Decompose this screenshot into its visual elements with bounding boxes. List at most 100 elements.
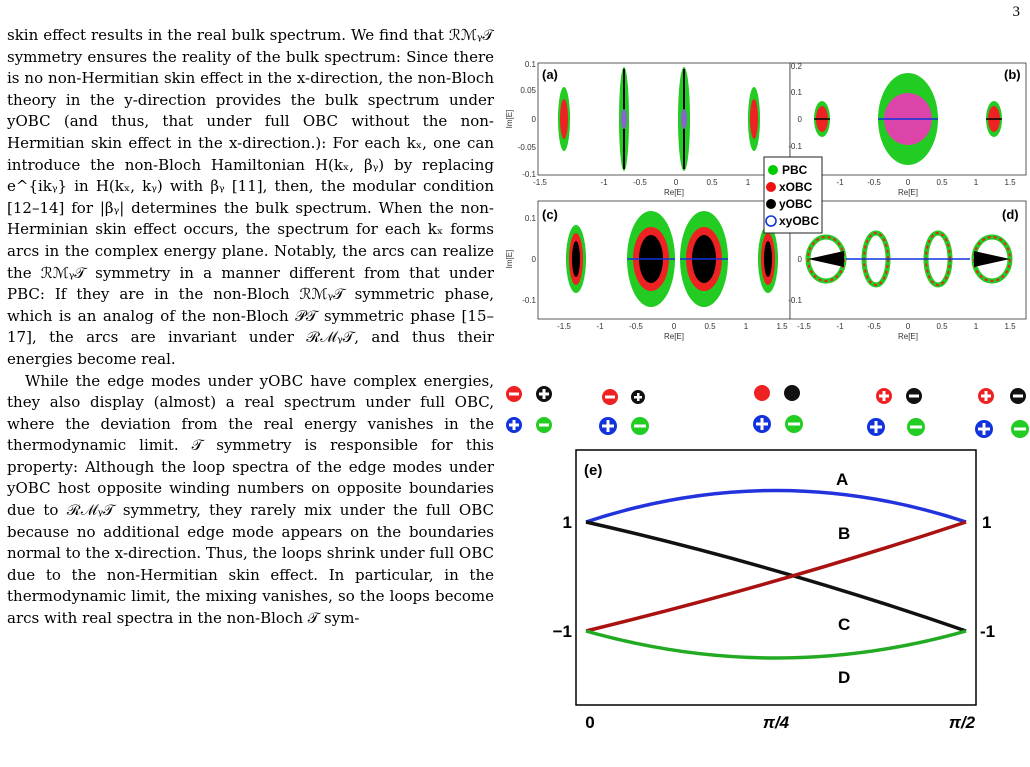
legend-marker-xyobc bbox=[765, 215, 777, 227]
legend: PBC xOBC yOBC xyOBC bbox=[763, 156, 823, 234]
panel-a-spectrum bbox=[558, 67, 760, 171]
a-xtick-4: 0 bbox=[674, 178, 679, 187]
band-A-label: A bbox=[836, 470, 848, 489]
panel-b-spectrum bbox=[814, 73, 1002, 165]
d-ytick-3: -0.1 bbox=[788, 296, 802, 305]
body-paragraph-1: skin effect results in the real bulk spe… bbox=[7, 26, 494, 368]
panel-c: (c) 0.1 0 -0.1 Im[E] -1.5 -1 -0.5 0 0.5 … bbox=[505, 200, 791, 341]
b-xtick-2: -0.5 bbox=[867, 178, 881, 187]
legend-label-pbc: PBC bbox=[782, 163, 808, 177]
charge-plus-blue-3 bbox=[753, 415, 771, 433]
b-ytick-2: 0.1 bbox=[791, 88, 803, 97]
b-xlabel: Re[E] bbox=[898, 188, 918, 197]
panel-e: (e) A B C D 1 −1 1 -1 0 π/4 π/2 bbox=[553, 449, 995, 732]
charge-plus-red-5 bbox=[978, 388, 994, 404]
panel-d: (d) 0.1 0 -0.1 -1.5 -1 -0.5 0 0.5 1 1.5 … bbox=[788, 200, 1027, 341]
a-xtick-2: -1 bbox=[600, 178, 608, 187]
a-ytick-2: 0.05 bbox=[520, 86, 536, 95]
panel-d-label: (d) bbox=[1002, 207, 1019, 222]
c-xtick-1: -1.5 bbox=[557, 322, 571, 331]
body-paragraph-2: While the edge modes under yOBC have com… bbox=[7, 371, 494, 628]
charge-minus-red-2 bbox=[602, 389, 618, 405]
legend-marker-yobc bbox=[766, 199, 776, 209]
charge-plus-blue-4 bbox=[867, 418, 885, 436]
b-ytick-1: 0.2 bbox=[791, 62, 803, 71]
c-xtick-6: 1 bbox=[744, 322, 749, 331]
charge-minus-red-1 bbox=[506, 386, 522, 402]
c-xlabel: Re[E] bbox=[664, 332, 684, 341]
charge-minus-green-5 bbox=[1011, 420, 1029, 438]
d-xlabel: Re[E] bbox=[898, 332, 918, 341]
page-number: 3 bbox=[1012, 4, 1021, 20]
b-xtick-3: 0 bbox=[906, 178, 911, 187]
e-ylabel-right-1: 1 bbox=[982, 513, 991, 532]
charge-minus-black-5 bbox=[1010, 388, 1026, 404]
a-xtick-1: -1.5 bbox=[533, 178, 547, 187]
c-xtick-2: -1 bbox=[596, 322, 604, 331]
b-xtick-1: -1 bbox=[836, 178, 844, 187]
c-xtick-4: 0 bbox=[672, 322, 677, 331]
e-ylabel-left-1: 1 bbox=[563, 513, 572, 532]
charge-minus-green-2 bbox=[631, 417, 649, 435]
e-xtick-pi2: π/2 bbox=[949, 713, 976, 732]
figure-svg: (a) 0.1 0.05 0 -0.05 -0.1 Im[E] -1.5 -1 … bbox=[505, 60, 1029, 732]
b-xtick-5: 1 bbox=[974, 178, 979, 187]
d-xtick-2: -1 bbox=[836, 322, 844, 331]
panel-d-spectrum bbox=[805, 230, 1013, 288]
legend-label-yobc: yOBC bbox=[779, 197, 813, 211]
e-xtick-0: 0 bbox=[585, 713, 594, 732]
charge-plus-blue-5 bbox=[975, 420, 993, 438]
panel-a-label: (a) bbox=[542, 67, 558, 82]
c-xtick-5: 0.5 bbox=[704, 322, 716, 331]
c-ylabel: Im[E] bbox=[506, 250, 514, 269]
e-xtick-pi4: π/4 bbox=[763, 713, 790, 732]
a-ytick-5: -0.1 bbox=[522, 170, 536, 179]
a-ytick-1: 0.1 bbox=[525, 60, 537, 69]
band-C-label: C bbox=[838, 615, 850, 634]
band-A-curve bbox=[585, 488, 967, 524]
charge-plus-black-2 bbox=[631, 390, 645, 404]
c-ytick-1: 0.1 bbox=[525, 214, 537, 223]
panel-b: (b) 0.2 0.1 0 -0.1 -1 -0.5 0 0.5 1 1.5 R… bbox=[788, 62, 1027, 197]
figure: (a) 0.1 0.05 0 -0.05 -0.1 Im[E] -1.5 -1 … bbox=[505, 55, 1030, 762]
charge-minus-black-4 bbox=[906, 388, 922, 404]
charge-neutral-black bbox=[784, 385, 800, 401]
d-ytick-2: 0 bbox=[798, 255, 803, 264]
body-text-column: skin effect results in the real bulk spe… bbox=[7, 25, 494, 762]
charge-plus-blue-2 bbox=[599, 417, 617, 435]
charge-plus-blue-1 bbox=[506, 417, 522, 433]
a-xtick-5: 0.5 bbox=[706, 178, 718, 187]
charge-symbols bbox=[506, 385, 1029, 438]
a-ylabel: Im[E] bbox=[506, 110, 514, 129]
panel-a: (a) 0.1 0.05 0 -0.05 -0.1 Im[E] -1.5 -1 … bbox=[505, 60, 791, 197]
e-ylabel-right-minus1: -1 bbox=[980, 622, 995, 641]
d-xtick-5: 0.5 bbox=[936, 322, 948, 331]
e-ylabel-left-minus1: −1 bbox=[553, 622, 572, 641]
legend-marker-xobc bbox=[766, 182, 776, 192]
d-xtick-1: -1.5 bbox=[797, 322, 811, 331]
legend-label-xobc: xOBC bbox=[779, 180, 813, 194]
a-xtick-6: 1 bbox=[746, 178, 751, 187]
a-ytick-4: -0.05 bbox=[518, 143, 537, 152]
charge-neutral-red bbox=[754, 385, 770, 401]
b-ytick-3: 0 bbox=[798, 115, 803, 124]
legend-marker-pbc bbox=[768, 165, 778, 175]
panel-b-label: (b) bbox=[1004, 67, 1021, 82]
charge-plus-red-4 bbox=[876, 388, 892, 404]
band-D-label: D bbox=[838, 668, 850, 687]
charge-minus-green-4 bbox=[907, 418, 925, 436]
legend-label-xyobc: xyOBC bbox=[779, 214, 819, 228]
band-B-label: B bbox=[838, 524, 850, 543]
b-xtick-6: 1.5 bbox=[1004, 178, 1016, 187]
a-xtick-3: -0.5 bbox=[633, 178, 647, 187]
band-D-curve bbox=[585, 629, 967, 660]
charge-minus-green-1 bbox=[536, 417, 552, 433]
d-xtick-7: 1.5 bbox=[1004, 322, 1016, 331]
charge-minus-green-3 bbox=[785, 415, 803, 433]
a-xlabel: Re[E] bbox=[664, 188, 684, 197]
band-C-curve bbox=[585, 520, 967, 633]
d-xtick-6: 1 bbox=[974, 322, 979, 331]
panel-e-label: (e) bbox=[584, 462, 602, 479]
d-xtick-3: -0.5 bbox=[867, 322, 881, 331]
charge-plus-black-1 bbox=[536, 386, 552, 402]
